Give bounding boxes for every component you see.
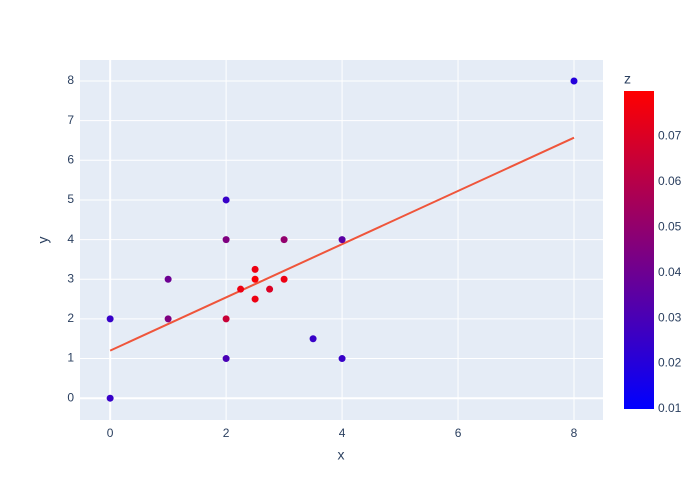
- point: [164, 275, 172, 283]
- point: [570, 77, 578, 85]
- y-tick-label: 8: [67, 73, 74, 87]
- y-tick-label: 5: [67, 192, 74, 206]
- y-axis-label: y: [35, 237, 51, 244]
- point: [338, 355, 346, 363]
- point: [222, 236, 230, 244]
- y-tick-label: 4: [67, 232, 74, 246]
- point: [237, 285, 245, 293]
- point: [251, 265, 259, 273]
- y-tick-label: 7: [67, 113, 74, 127]
- point: [222, 196, 230, 204]
- y-tick-label: 0: [67, 390, 74, 404]
- x-tick-label: 6: [455, 426, 462, 440]
- colorbar-title: z: [624, 71, 631, 87]
- y-tick-label: 2: [67, 311, 74, 325]
- point: [164, 315, 172, 323]
- colorbar-tick-label: 0.03: [658, 310, 682, 324]
- point: [251, 295, 259, 303]
- x-tick-label: 2: [223, 426, 230, 440]
- x-tick-label: 8: [571, 426, 578, 440]
- x-tick-label: 4: [339, 426, 346, 440]
- colorbar-tick-label: 0.01: [658, 401, 682, 415]
- point: [251, 275, 259, 283]
- point: [222, 315, 230, 323]
- colorbar-tick-label: 0.02: [658, 356, 682, 370]
- colorbar-tick-label: 0.07: [658, 129, 682, 143]
- colorbar-tick-label: 0.05: [658, 219, 682, 233]
- y-tick-label: 6: [67, 152, 74, 166]
- point: [266, 285, 274, 293]
- x-axis-label: x: [338, 447, 345, 463]
- point: [280, 236, 288, 244]
- point: [309, 335, 317, 343]
- y-tick-label: 1: [67, 351, 74, 365]
- colorbar-tick-label: 0.04: [658, 265, 682, 279]
- x-tick-label: 0: [107, 426, 114, 440]
- colorbar: [624, 91, 654, 409]
- y-tick-label: 3: [67, 271, 74, 285]
- point: [338, 236, 346, 244]
- trendline: [109, 136, 575, 352]
- point: [280, 275, 288, 283]
- point: [106, 315, 114, 323]
- point: [222, 355, 230, 363]
- point: [106, 394, 114, 402]
- colorbar-tick-label: 0.06: [658, 174, 682, 188]
